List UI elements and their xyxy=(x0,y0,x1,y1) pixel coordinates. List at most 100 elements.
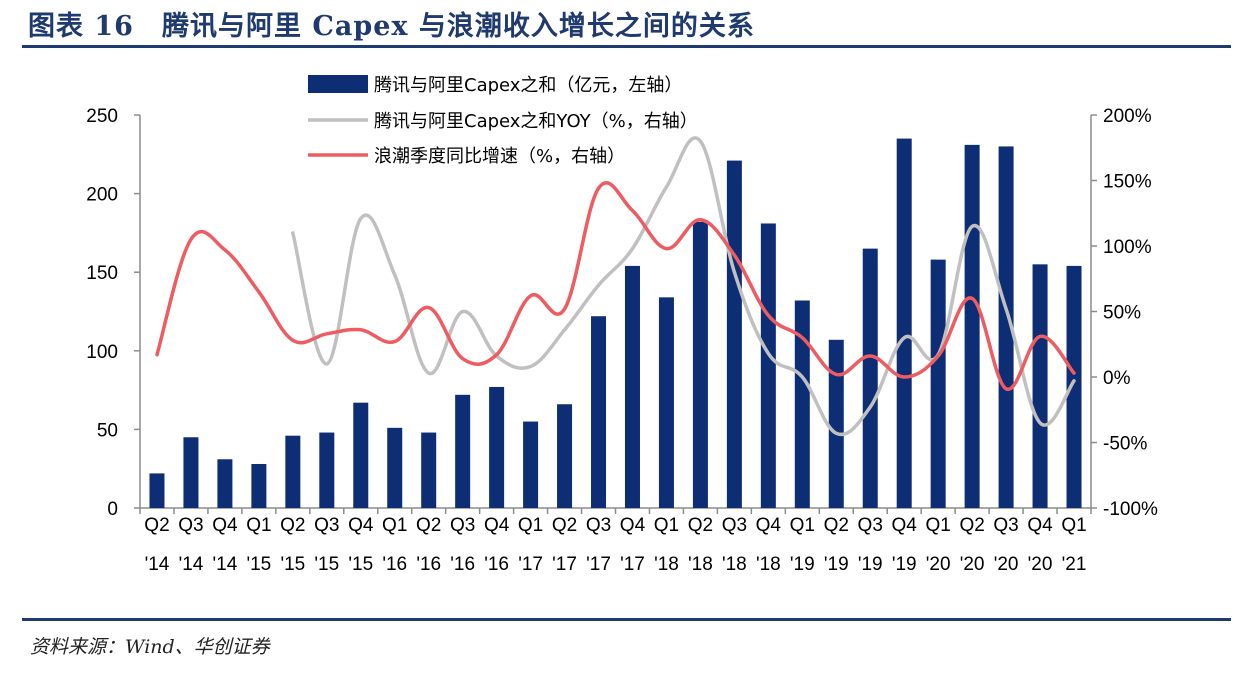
capex-yoy-line xyxy=(291,136,1076,437)
x-tick-quarter: Q1 xyxy=(925,515,950,536)
x-tick-quarter: Q3 xyxy=(178,515,203,536)
figure-title: 图表 16 腾讯与阿里 Capex 与浪潮收入增长之间的关系 xyxy=(28,11,755,42)
left-tick-label: 250 xyxy=(86,106,118,127)
x-tick-year: '14 xyxy=(213,554,238,575)
capex-bar xyxy=(557,404,573,508)
capex-bar xyxy=(217,459,233,508)
x-tick-quarter: Q4 xyxy=(756,515,782,536)
x-tick-year: '20 xyxy=(926,554,951,575)
x-tick-year: '15 xyxy=(348,554,373,575)
capex-bar xyxy=(794,300,810,508)
capex-bar xyxy=(523,421,539,508)
x-tick-quarter: Q2 xyxy=(144,515,169,536)
x-tick-quarter: Q3 xyxy=(722,515,747,536)
x-tick-year: '20 xyxy=(994,554,1019,575)
left-tick-label: 0 xyxy=(107,499,118,520)
capex-bar xyxy=(964,144,980,509)
capex-bar xyxy=(828,339,844,508)
title-rule xyxy=(22,45,1231,48)
capex-bar xyxy=(455,394,471,508)
capex-bar xyxy=(862,248,878,508)
capex-bar xyxy=(726,160,742,508)
legend-label: 腾讯与阿里Capex之和YOY（%，右轴） xyxy=(374,111,698,132)
legend-swatch-bar xyxy=(308,75,368,93)
x-tick-quarter: Q3 xyxy=(993,515,1018,536)
capex-bar xyxy=(1032,264,1048,508)
x-tick-year: '18 xyxy=(722,554,747,575)
capex-bar xyxy=(387,427,403,508)
bar-series xyxy=(149,138,1082,509)
right-tick-label: 200% xyxy=(1103,106,1152,127)
x-tick-quarter: Q3 xyxy=(450,515,475,536)
left-tick-label: 200 xyxy=(86,185,118,206)
capex-bar xyxy=(319,432,335,508)
x-tick-year: '16 xyxy=(382,554,407,575)
x-tick-year: '17 xyxy=(620,554,645,575)
x-tick-year: '16 xyxy=(450,554,475,575)
tick-labels: 0 50 100 150 200 250 -100% -50% 0% 50% 100% 150% 200… xyxy=(86,106,1158,575)
right-tick-label: 100% xyxy=(1103,237,1152,258)
x-tick-year: '21 xyxy=(1062,554,1087,575)
right-tick-label: 0% xyxy=(1103,368,1131,389)
x-tick-year: '19 xyxy=(824,554,849,575)
x-tick-quarter: Q3 xyxy=(858,515,883,536)
right-tick-label: -100% xyxy=(1103,499,1158,520)
x-tick-year: '16 xyxy=(416,554,441,575)
left-tick-label: 100 xyxy=(86,342,118,363)
capex-bar xyxy=(760,223,776,508)
x-tick-quarter: Q2 xyxy=(688,515,713,536)
capex-bar xyxy=(149,473,165,508)
x-tick-quarter: Q3 xyxy=(586,515,611,536)
left-tick-label: 50 xyxy=(97,420,118,441)
x-tick-quarter: Q4 xyxy=(484,515,510,536)
x-tick-quarter: Q1 xyxy=(382,515,407,536)
capex-bar xyxy=(421,432,437,508)
x-tick-year: '15 xyxy=(246,554,271,575)
right-tick-label: 50% xyxy=(1103,303,1141,324)
capex-bar xyxy=(183,437,199,508)
x-tick-year: '18 xyxy=(756,554,781,575)
x-tick-quarter: Q4 xyxy=(620,515,646,536)
capex-bar xyxy=(1066,265,1082,508)
x-tick-year: '20 xyxy=(1028,554,1053,575)
x-tick-quarter: Q2 xyxy=(280,515,305,536)
capex-bar xyxy=(998,146,1014,508)
x-tick-year: '18 xyxy=(688,554,713,575)
capex-bar xyxy=(692,221,708,508)
left-tick-label: 150 xyxy=(86,263,118,284)
capex-bar xyxy=(624,265,640,508)
x-tick-year: '17 xyxy=(518,554,543,575)
x-tick-year: '14 xyxy=(179,554,204,575)
capex-bar xyxy=(658,297,674,508)
right-tick-label: 150% xyxy=(1103,172,1152,193)
legend: 腾讯与阿里Capex之和（亿元，左轴） 腾讯与阿里Capex之和YOY（%，右轴）… xyxy=(308,75,698,167)
legend-label: 浪潮季度同比增速（%，右轴） xyxy=(374,146,625,167)
source-note: 资料来源：Wind、华创证券 xyxy=(30,636,270,658)
x-tick-quarter: Q2 xyxy=(959,515,984,536)
right-tick-label: -50% xyxy=(1103,434,1147,455)
legend-label: 腾讯与阿里Capex之和（亿元，左轴） xyxy=(374,75,682,96)
capex-bar xyxy=(930,259,946,508)
capex-bar xyxy=(489,386,505,508)
x-tick-quarter: Q1 xyxy=(790,515,815,536)
x-tick-quarter: Q4 xyxy=(892,515,918,536)
capex-bar xyxy=(285,435,301,508)
axes xyxy=(134,114,1097,514)
x-tick-quarter: Q2 xyxy=(416,515,441,536)
capex-bar xyxy=(353,402,369,508)
x-tick-year: '15 xyxy=(280,554,305,575)
x-tick-quarter: Q2 xyxy=(824,515,849,536)
x-tick-quarter: Q1 xyxy=(654,515,679,536)
x-tick-quarter: Q3 xyxy=(314,515,339,536)
capex-bar xyxy=(591,316,607,508)
x-tick-quarter: Q4 xyxy=(212,515,238,536)
x-tick-year: '20 xyxy=(960,554,985,575)
x-tick-quarter: Q1 xyxy=(1061,515,1086,536)
capex-bar xyxy=(251,463,267,508)
x-tick-quarter: Q2 xyxy=(552,515,577,536)
x-tick-year: '15 xyxy=(314,554,339,575)
x-tick-year: '17 xyxy=(586,554,611,575)
capex-bar xyxy=(896,138,912,508)
x-tick-year: '19 xyxy=(892,554,917,575)
